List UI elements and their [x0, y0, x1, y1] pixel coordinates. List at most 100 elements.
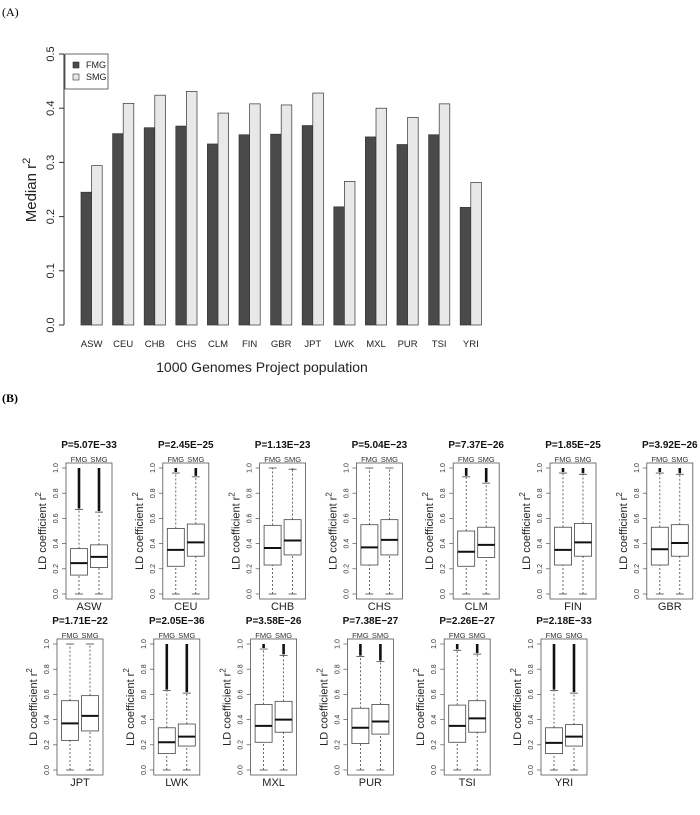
group-label-fmg: FMG [361, 455, 378, 464]
y-tick-label: 0.4 [343, 539, 350, 549]
p-value-label: P=1.13E−23 [255, 440, 311, 451]
p-value-label: P=7.38E−27 [343, 616, 399, 627]
y-tick-label: 0.8 [431, 664, 438, 674]
y-axis-title-superscript: 2 [412, 668, 421, 673]
y-axis-title: LD coefficient r2 [324, 492, 339, 570]
y-tick-label: 1.0 [53, 463, 60, 473]
y-tick-label: 0.3 [45, 155, 57, 170]
boxplot-lwk: P=2.05E−36 FMG SMG 0.0 0.2 0.4 0.6 0.8 1.0 LD coe… [122, 616, 205, 789]
panel-label-a: (A) [2, 5, 19, 19]
bar-fmg-lwk [333, 206, 345, 326]
group-label-fmg: FMG [449, 631, 466, 640]
group-label-fmg: FMG [167, 455, 184, 464]
y-axis-title: LD coefficient r2 [615, 492, 630, 570]
bar-fmg-fin [238, 134, 250, 326]
y-tick-label: 0.6 [634, 513, 641, 523]
y-tick-label: 0.4 [53, 539, 60, 549]
legend: FMG SMG [64, 53, 109, 90]
y-tick-label: 0.6 [537, 513, 544, 523]
y-tick-label: 0.2 [440, 564, 447, 574]
population-label: PUR [359, 777, 382, 789]
y-tick-label: 0.4 [634, 539, 641, 549]
x-tick-label: FIN [242, 339, 257, 350]
y-tick-label: 1.0 [238, 639, 245, 649]
bar-smg-yri [470, 182, 482, 326]
group-label-smg: SMG [671, 455, 688, 464]
box-fmg [457, 530, 476, 567]
bar-fmg-pur [396, 144, 408, 326]
y-axis-title: LD coefficient r2 [122, 668, 137, 746]
group-label-smg: SMG [187, 455, 204, 464]
box-fmg [263, 524, 282, 566]
x-tick-label: PUR [398, 339, 418, 350]
bar-fmg-ceu [112, 133, 124, 326]
bar-smg-asw [91, 165, 103, 326]
bar-smg-pur [407, 117, 419, 326]
y-tick-label: 0.2 [53, 564, 60, 574]
y-tick-label: 0.8 [537, 488, 544, 498]
y-tick-label: 0.8 [334, 664, 341, 674]
boxplot-ceu: P=2.45E−25 FMG SMG 0.0 0.2 0.4 0.6 0.8 1.0 LD coe… [131, 440, 214, 613]
p-value-label: P=2.05E−36 [149, 616, 205, 627]
y-tick-label: 0.8 [238, 664, 245, 674]
group-label-smg: SMG [478, 455, 495, 464]
group-label-smg: SMG [275, 631, 292, 640]
y-axis-title: LD coefficient r2 [518, 492, 533, 570]
group-label-fmg: FMG [651, 455, 668, 464]
box-fmg [157, 727, 176, 755]
y-axis-title-superscript: 2 [228, 492, 237, 497]
bar-smg-fin [249, 103, 261, 326]
y-axis-title: LD coefficient r2 [315, 668, 330, 746]
bar-smg-ceu [122, 102, 135, 326]
x-tick-label: CHS [176, 339, 196, 350]
population-label: MXL [262, 777, 285, 789]
y-tick-label: 0.0 [45, 317, 57, 332]
y-axis-title: LD coefficient r2 [412, 668, 427, 746]
bar-smg-chb [154, 94, 166, 326]
plot-frame [153, 638, 201, 776]
bar-smg-gbr [280, 104, 293, 326]
box-fmg [360, 524, 379, 566]
y-axis-title-superscript: 2 [25, 668, 34, 673]
y-axis-title: LD coefficient r2 [219, 668, 234, 746]
y-axis-title: LD coefficient r2 [509, 668, 524, 746]
y-axis-title-superscript: 2 [34, 492, 43, 497]
y-axis-title-superscript: 2 [131, 492, 140, 497]
y-tick-label: 0.0 [238, 765, 245, 775]
y-tick-label: 0.0 [53, 589, 60, 599]
x-tick-label: LWK [334, 339, 355, 350]
p-value-label: P=1.85E−25 [545, 440, 601, 451]
bar-smg-tsi [438, 103, 451, 326]
p-value-label: P=1.71E−22 [52, 616, 108, 627]
box-fmg [554, 526, 572, 566]
legend-box [64, 53, 109, 90]
y-tick-label: 1.0 [343, 463, 350, 473]
legend-swatch-smg [72, 73, 80, 81]
boxplot-clm: P=7.37E−26 FMG SMG 0.0 0.2 0.4 0.6 0.8 1.0 LD coe… [421, 440, 504, 613]
legend-label-fmg: FMG [86, 60, 106, 70]
box-smg [81, 695, 99, 732]
y-tick-label: 0.2 [247, 564, 254, 574]
y-tick-label: 0.0 [141, 765, 148, 775]
y-tick-label: 0.4 [334, 715, 341, 725]
box-fmg [166, 528, 185, 567]
box-smg [477, 526, 496, 558]
group-label-smg: SMG [178, 631, 195, 640]
population-label: CHS [368, 601, 391, 613]
y-axis-title: LD coefficient r2 [25, 668, 40, 746]
boxplot-gbr: P=3.92E−26 FMG SMG 0.0 0.2 0.4 0.6 0.8 1.0 LD coe… [615, 440, 698, 613]
x-tick-label: CHB [145, 339, 165, 350]
p-value-label: P=5.07E−33 [61, 440, 117, 451]
box-smg [274, 700, 293, 733]
y-tick-label: 0.8 [440, 488, 447, 498]
p-value-label: P=2.26E−27 [439, 616, 495, 627]
group-label-fmg: FMG [546, 631, 563, 640]
y-axis-title: LD coefficient r2 [421, 492, 436, 570]
bar-fmg-jpt [301, 125, 314, 326]
y-axis-title-superscript: 2 [421, 492, 430, 497]
plot-frame [259, 462, 307, 600]
y-tick-label: 1.0 [44, 639, 51, 649]
y-tick-label: 1.0 [431, 639, 438, 649]
plot-frame [250, 638, 298, 776]
